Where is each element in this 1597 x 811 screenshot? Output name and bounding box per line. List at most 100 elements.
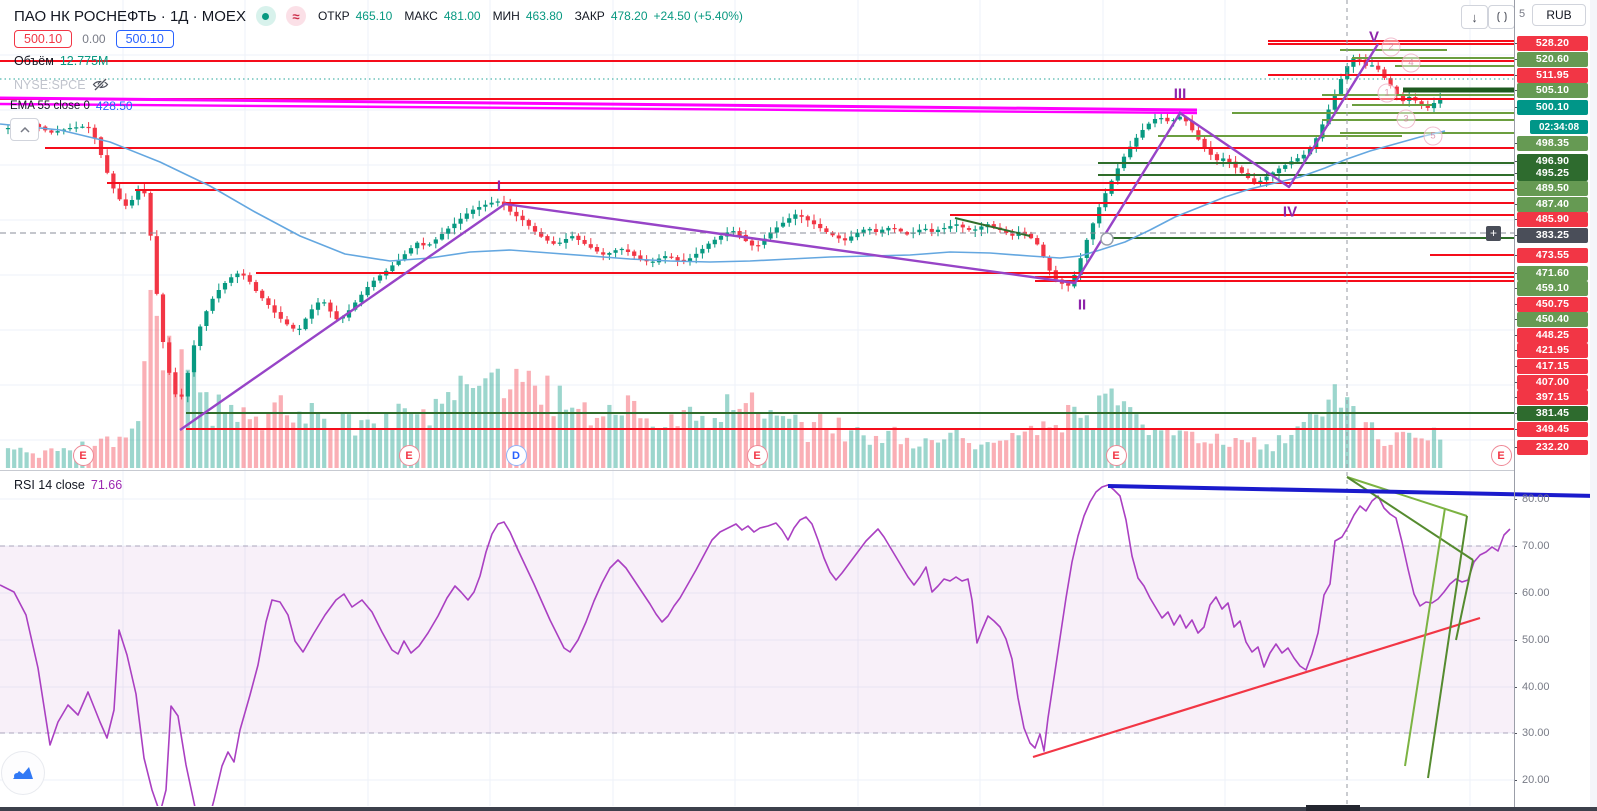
buy-order-button[interactable]: 500.10: [115, 30, 174, 48]
high-value: 481.00: [443, 9, 481, 23]
price-scale-label: 349.45: [1517, 421, 1588, 437]
rsi-plot: [0, 476, 1511, 806]
symbol-title[interactable]: ПАО НК РОСНЕФТЬ · 1Д · MOEX: [14, 7, 246, 25]
bar-countdown: 02:34:08: [1530, 120, 1588, 134]
price-scale-tick: [1514, 59, 1517, 60]
wave-subcount-4: 4: [1401, 53, 1421, 73]
rsi-scale-tick: [1514, 640, 1517, 641]
event-marker-E[interactable]: E: [1490, 445, 1512, 466]
event-marker-E[interactable]: E: [1105, 445, 1127, 466]
maximize-icon: [1496, 11, 1507, 23]
price-scale-label: 487.40: [1517, 196, 1588, 212]
price-scale-tick: [1514, 350, 1517, 351]
rsi-scale-label: 80.00: [1522, 493, 1550, 505]
price-scale-label: 417.15: [1517, 358, 1588, 374]
volume-label[interactable]: Объём: [14, 54, 54, 68]
rsi-scale-label: 30.00: [1522, 727, 1550, 739]
event-marker-D[interactable]: D: [505, 445, 527, 466]
event-marker-E[interactable]: E: [72, 445, 94, 466]
price-scale-label: 498.35: [1517, 135, 1588, 151]
ema-value: 428.50: [95, 99, 133, 113]
order-row: 500.10 0.00 500.10: [14, 30, 174, 48]
price-scale-label: 495.25: [1517, 165, 1588, 181]
high-label: МАКС: [404, 9, 438, 23]
rsi-scale-label: 20.00: [1522, 774, 1550, 786]
compare-legend: NYSE:SPCE: [14, 77, 109, 92]
wave-label-II: II: [1077, 296, 1087, 314]
rsi-scale-label: 50.00: [1522, 634, 1550, 646]
open-value: 465.10: [355, 9, 393, 23]
price-scale-label: 397.15: [1517, 389, 1588, 405]
collapse-legend-button[interactable]: [10, 118, 39, 141]
wave-label-V: V: [1368, 28, 1380, 46]
add-alert-button[interactable]: +: [1486, 226, 1501, 241]
price-scale-tick: [1514, 173, 1517, 174]
delayed-data-icon[interactable]: ≈: [285, 6, 306, 26]
wave-label-IV: IV: [1282, 203, 1298, 221]
rsi-legend: RSI 14 close 71.66: [14, 478, 122, 492]
maximize-pane-button[interactable]: [1488, 5, 1515, 29]
price-scale-tick: [1514, 382, 1517, 383]
market-status-icon[interactable]: [255, 6, 276, 26]
scroll-to-recent-button[interactable]: ↓: [1461, 5, 1488, 29]
price-scale-tick: [1514, 255, 1517, 256]
rsi-scale-tick: [1514, 733, 1517, 734]
price-scale-label: 528.20: [1517, 35, 1588, 51]
rsi-scale-label: 40.00: [1522, 681, 1550, 693]
price-scale-tick: [1514, 204, 1517, 205]
event-marker-E[interactable]: E: [746, 445, 768, 466]
price-scale-tick: [1514, 90, 1517, 91]
currency-button[interactable]: RUB: [1532, 4, 1586, 26]
scale-partial-label: 5: [1519, 8, 1526, 20]
price-scale-tick: [1514, 335, 1517, 336]
price-scale-label: 496.90: [1517, 153, 1588, 169]
price-scale-tick: [1514, 143, 1517, 144]
rsi-scale-label: 60.00: [1522, 587, 1550, 599]
price-scale-tick: [1514, 107, 1517, 108]
compare-symbol[interactable]: NYSE:SPCE: [14, 77, 86, 92]
arrow-down-icon: ↓: [1471, 9, 1478, 25]
spread-value: 0.00: [82, 32, 106, 46]
rsi-pane-button[interactable]: [1, 751, 45, 795]
ema-label[interactable]: EMA 55 close 0: [10, 100, 90, 112]
rsi-label[interactable]: RSI 14 close: [14, 478, 85, 492]
price-scale-tick: [1514, 397, 1517, 398]
price-scale-label: 505.10: [1517, 82, 1588, 98]
price-scale-label: 421.95: [1517, 342, 1588, 358]
price-scale-tick: [1514, 447, 1517, 448]
price-scale-tick: [1514, 219, 1517, 220]
price-scale-tick: [1514, 319, 1517, 320]
price-scale-label: 407.00: [1517, 374, 1588, 390]
rsi-scale-tick: [1514, 499, 1517, 500]
price-scale-label: 485.90: [1517, 211, 1588, 227]
wave-subcount-2: 2: [1381, 37, 1401, 57]
price-scale-tick: [1514, 235, 1517, 236]
sell-order-button[interactable]: 500.10: [14, 30, 73, 48]
price-scale-tick: [1514, 366, 1517, 367]
price-scale-label: 511.95: [1517, 67, 1588, 83]
rsi-scale-tick: [1514, 687, 1517, 688]
eye-off-icon[interactable]: [92, 77, 109, 92]
price-scale-label: 500.10: [1517, 99, 1588, 115]
rsi-scale-tick: [1514, 593, 1517, 594]
pane-divider[interactable]: [0, 470, 1514, 471]
price-scale-tick: [1514, 161, 1517, 162]
rsi-value: 71.66: [90, 478, 123, 492]
change-value: +24.50 (+5.40%): [653, 9, 743, 23]
wave-label-I: I: [496, 177, 502, 195]
price-scale-label: 450.40: [1517, 311, 1588, 327]
event-marker-E[interactable]: E: [398, 445, 420, 466]
low-value: 463.80: [525, 9, 563, 23]
time-axis-border[interactable]: [0, 807, 1597, 811]
right-gutter: [1590, 0, 1597, 811]
price-axis-separator[interactable]: [1514, 0, 1515, 811]
price-scale-label: 383.25: [1517, 227, 1588, 243]
price-scale-tick: [1514, 273, 1517, 274]
wave-subcount-3: 3: [1396, 109, 1416, 129]
open-label: ОТКР: [317, 9, 350, 23]
price-scale-tick: [1514, 188, 1517, 189]
area-chart-icon: [13, 767, 33, 779]
ema-legend: EMA 55 close 0 428.50: [10, 99, 133, 113]
